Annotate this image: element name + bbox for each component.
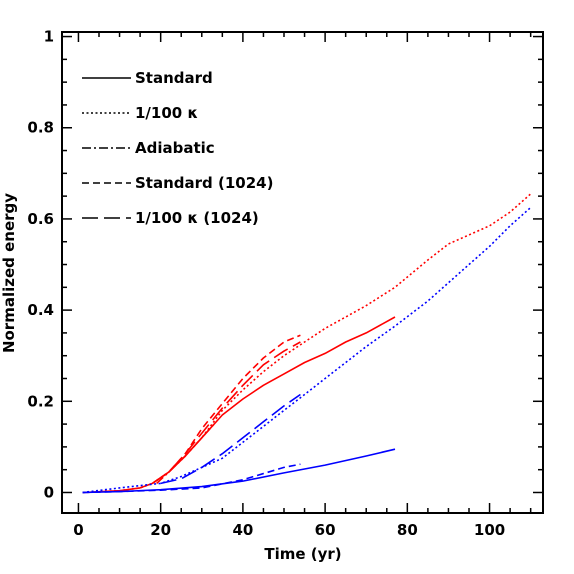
series-line-1 — [82, 316, 396, 494]
series-line-8 — [82, 463, 301, 494]
x-tick-label: 20 — [150, 521, 171, 539]
x-tick-label: 80 — [397, 521, 418, 539]
series-group — [82, 193, 532, 494]
y-tick-label: 0.4 — [27, 301, 54, 319]
series-line-5 — [151, 341, 301, 485]
series-line-6 — [82, 448, 396, 494]
legend-label-2: 1/100 κ — [135, 104, 198, 122]
legend-label-3: Adiabatic — [135, 139, 215, 157]
y-tick-label: 0.8 — [27, 119, 54, 137]
legend-label-5: 1/100 κ (1024) — [135, 209, 259, 227]
series-line-4 — [151, 334, 301, 485]
x-tick-label: 60 — [315, 521, 336, 539]
plot-frame — [61, 31, 544, 514]
y-tick-label: 1 — [44, 28, 54, 46]
axis-tick-labels: 0 20 40 60 80 100 0 0.2 0.4 0.6 0.8 1 — [27, 28, 505, 539]
y-axis-title: Normalized energy — [0, 193, 18, 353]
series-line-2 — [82, 193, 532, 494]
legend-label-1: Standard — [135, 69, 213, 87]
axis-ticks — [62, 32, 543, 513]
x-tick-label: 0 — [73, 521, 83, 539]
series-line-7 — [82, 206, 532, 494]
y-tick-label: 0 — [44, 483, 54, 501]
legend: Standard 1/100 κ Adiabatic Standard (1024) 1… — [82, 69, 273, 227]
legend-label-4: Standard (1024) — [135, 174, 273, 192]
x-tick-label: 100 — [474, 521, 505, 539]
y-tick-label: 0.6 — [27, 210, 54, 228]
y-tick-label: 0.2 — [27, 392, 54, 410]
series-line-9 — [160, 393, 301, 485]
x-axis-title: Time (yr) — [264, 545, 341, 563]
series-line-3 — [156, 423, 215, 484]
x-tick-label: 40 — [232, 521, 253, 539]
